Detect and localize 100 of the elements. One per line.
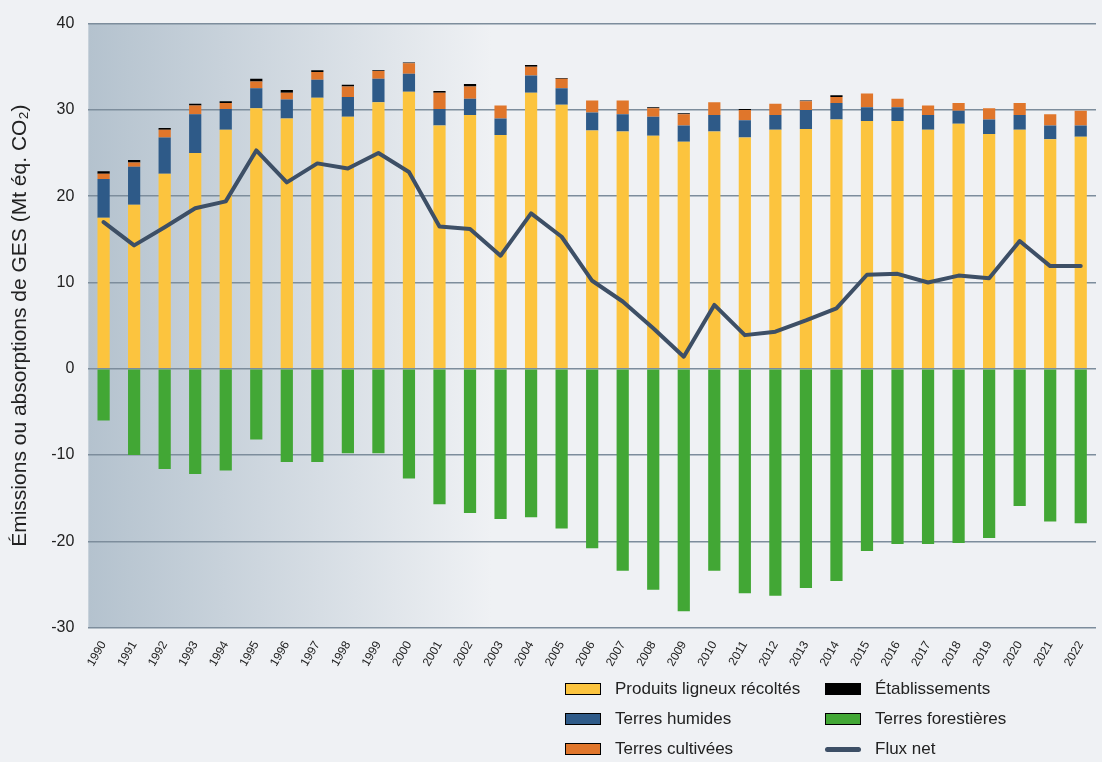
bar <box>952 123 965 369</box>
bar <box>280 369 293 462</box>
bar <box>738 369 751 594</box>
bar <box>983 134 996 369</box>
y-tick-label: 10 <box>56 272 75 290</box>
bar <box>494 105 507 119</box>
y-tick-label: 0 <box>65 359 75 377</box>
bar <box>311 97 324 369</box>
bar <box>799 109 813 129</box>
bar <box>1013 115 1026 130</box>
bar <box>1044 139 1057 369</box>
bar <box>921 115 935 130</box>
bar <box>1074 369 1087 524</box>
bar <box>616 131 629 369</box>
bar <box>250 369 263 440</box>
bar <box>647 369 660 590</box>
bar <box>860 93 874 108</box>
y-tick-label: 30 <box>56 100 75 118</box>
bar <box>677 114 690 126</box>
bar <box>708 102 721 116</box>
bar <box>250 88 263 109</box>
bar <box>97 369 110 421</box>
bar <box>97 217 110 369</box>
bar <box>647 108 660 117</box>
bar <box>952 369 965 544</box>
bar <box>250 81 263 89</box>
bar <box>280 90 293 93</box>
y-tick-label: 20 <box>56 186 75 204</box>
bar <box>1013 369 1026 506</box>
bar <box>158 137 171 174</box>
bar <box>128 204 141 369</box>
y-tick-label: 40 <box>56 14 75 32</box>
bar <box>1074 110 1087 126</box>
bar <box>189 153 202 369</box>
bar <box>158 129 171 138</box>
bar <box>219 129 232 369</box>
bar <box>433 92 446 110</box>
bar <box>708 131 721 369</box>
bar <box>830 119 843 369</box>
bar <box>463 98 477 116</box>
bar <box>891 121 904 369</box>
legend-label: Établissements <box>875 679 991 699</box>
legend-label: Terres forestières <box>875 709 1007 729</box>
bar <box>1013 129 1026 369</box>
bar <box>1044 369 1057 522</box>
bar <box>830 369 843 582</box>
bar <box>860 107 874 122</box>
bar <box>830 96 843 103</box>
bar <box>128 159 141 163</box>
bar <box>769 369 782 596</box>
bar <box>1044 125 1057 140</box>
bar <box>555 104 568 369</box>
bar <box>799 369 813 588</box>
bar <box>433 369 446 505</box>
bar <box>433 125 446 369</box>
bar <box>524 369 538 518</box>
bar <box>189 369 202 475</box>
bar <box>189 105 202 115</box>
bar <box>128 369 141 456</box>
bar <box>769 103 782 116</box>
bar <box>891 98 904 108</box>
bar <box>97 178 110 218</box>
bar <box>97 173 110 179</box>
bar <box>463 115 477 369</box>
y-tick-label: -10 <box>51 445 75 463</box>
bar <box>738 120 751 138</box>
bar <box>738 137 751 369</box>
bar <box>1074 136 1087 369</box>
bar <box>891 369 904 544</box>
bar <box>372 369 385 454</box>
bar <box>616 114 629 132</box>
bar <box>494 369 507 519</box>
bar <box>799 128 813 369</box>
bar <box>524 92 538 369</box>
bar <box>921 129 935 369</box>
bar <box>616 100 629 115</box>
bar <box>1074 125 1087 137</box>
bar <box>983 108 996 120</box>
bar <box>983 369 996 538</box>
bar <box>830 102 843 120</box>
bar <box>494 134 507 369</box>
bar <box>219 102 232 110</box>
legend-label: Terres cultivées <box>615 739 734 759</box>
bar <box>555 369 568 529</box>
bar <box>250 108 263 369</box>
bar <box>372 102 385 369</box>
y-tick-label: -20 <box>51 531 75 549</box>
bar <box>219 369 232 471</box>
y-tick-label: -30 <box>51 618 75 636</box>
bar <box>158 173 171 369</box>
bar <box>341 96 354 117</box>
bar <box>677 369 690 612</box>
bar <box>952 110 965 124</box>
bar <box>891 107 904 122</box>
bar <box>402 73 416 92</box>
y-axis-title: Émissions ou absorptions de GES (Mt éq. CO₂) <box>7 104 31 547</box>
bar <box>402 91 416 369</box>
bar <box>97 171 110 174</box>
bar <box>769 115 782 130</box>
bar <box>341 369 354 454</box>
